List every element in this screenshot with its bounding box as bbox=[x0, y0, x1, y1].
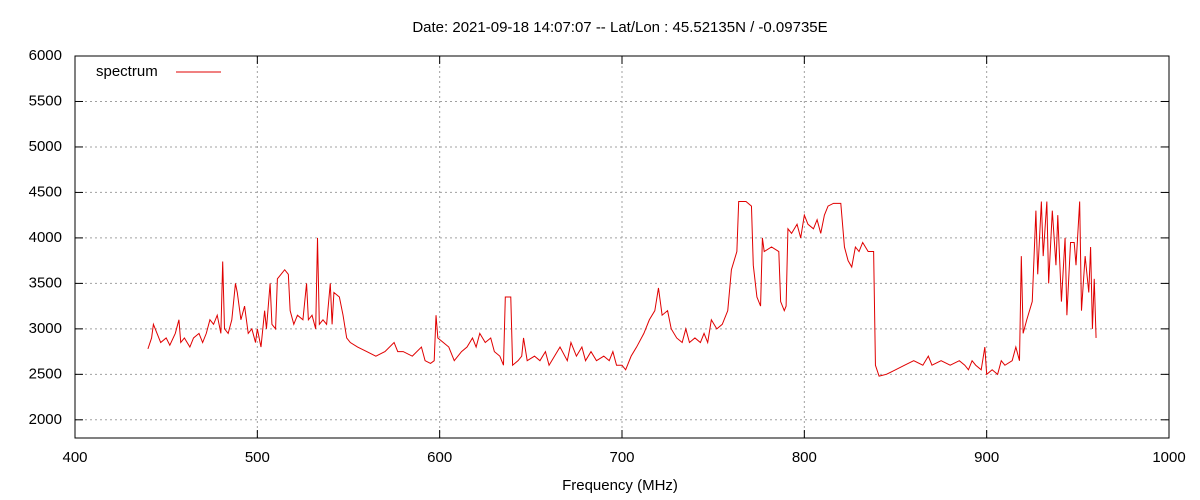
chart-title: Date: 2021-09-18 14:07:07 -- Lat/Lon : 4… bbox=[412, 19, 827, 36]
y-tick-label: 3500 bbox=[29, 274, 62, 291]
x-tick-label: 1000 bbox=[1152, 449, 1185, 466]
y-tick-label: 6000 bbox=[29, 47, 62, 64]
y-tick-label: 3000 bbox=[29, 320, 62, 337]
x-axis-label: Frequency (MHz) bbox=[562, 477, 678, 494]
y-tick-label: 4000 bbox=[29, 229, 62, 246]
y-tick-label: 4500 bbox=[29, 183, 62, 200]
y-tick-label: 2500 bbox=[29, 365, 62, 382]
plot-border bbox=[74, 55, 1170, 439]
x-tick-label: 800 bbox=[792, 449, 817, 466]
x-tick-label: 600 bbox=[427, 449, 452, 466]
y-tick-label: 2000 bbox=[29, 411, 62, 428]
x-tick-label: 400 bbox=[62, 449, 87, 466]
x-tick-label: 900 bbox=[974, 449, 999, 466]
y-tick-label: 5000 bbox=[29, 138, 62, 155]
y-tick-label: 5500 bbox=[29, 92, 62, 109]
x-tick-label: 700 bbox=[609, 449, 634, 466]
legend-label: spectrum bbox=[96, 63, 158, 80]
x-tick-label: 500 bbox=[245, 449, 270, 466]
spectrum-line bbox=[147, 201, 1097, 377]
